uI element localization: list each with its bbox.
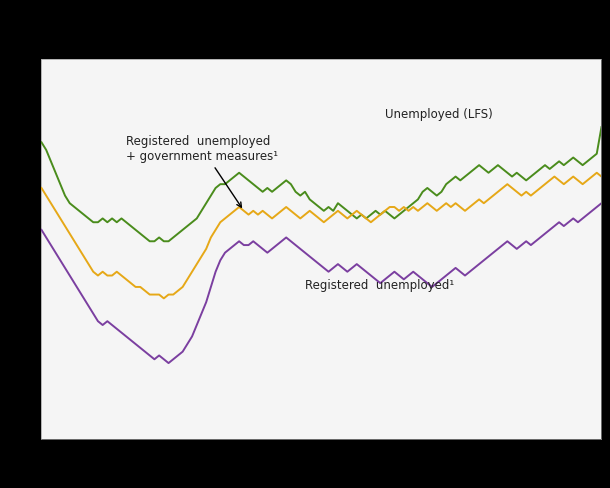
Text: Registered  unemployed¹: Registered unemployed¹ xyxy=(305,279,454,292)
Text: Unemployed (LFS): Unemployed (LFS) xyxy=(385,108,493,121)
Text: Registered  unemployed
+ government measures¹: Registered unemployed + government measu… xyxy=(126,135,278,207)
